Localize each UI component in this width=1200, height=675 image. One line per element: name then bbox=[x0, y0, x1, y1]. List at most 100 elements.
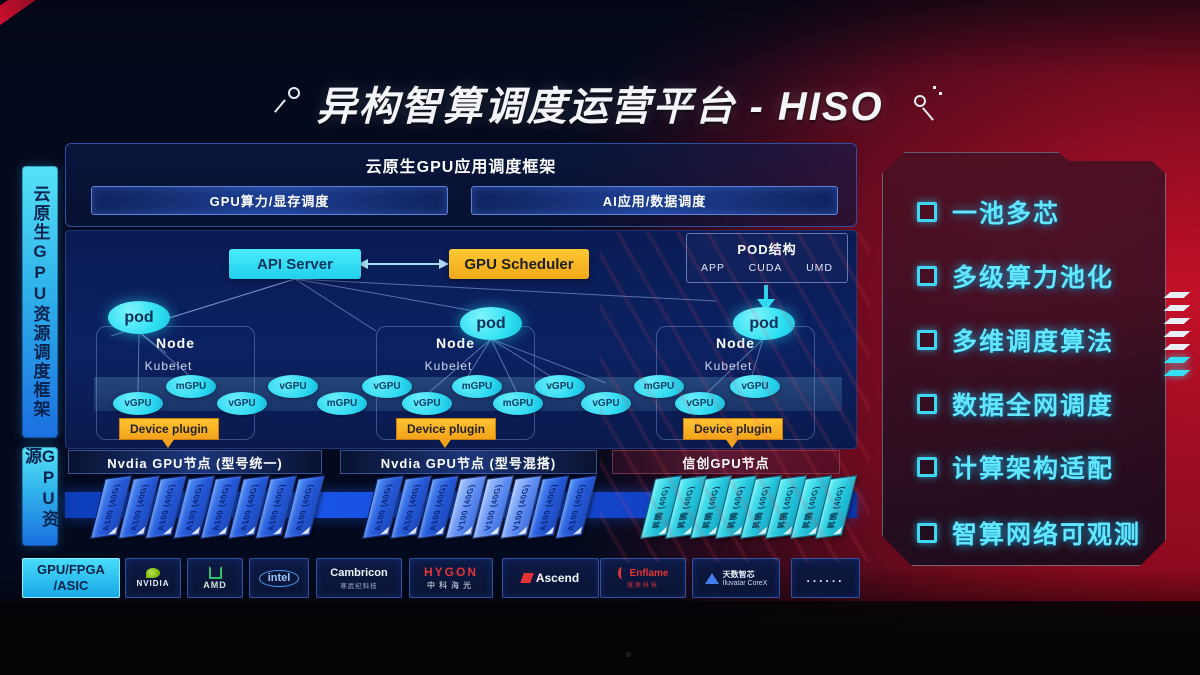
vgpu-ellipse-1: vGPU bbox=[113, 392, 163, 415]
feature-bullet-icon bbox=[917, 202, 937, 222]
vendor-tile-amd: AMD bbox=[187, 558, 243, 598]
vgpu-ellipse-6: vGPU bbox=[362, 375, 412, 398]
vendor-tile-dots: ...... bbox=[791, 558, 860, 598]
sidebar-label-cloud-native-gpu: 云原生GPU资源调度框架 bbox=[22, 166, 58, 438]
feature-item-5: 计算架构适配 bbox=[917, 452, 1114, 482]
vendor-tile-intel: intel bbox=[249, 558, 309, 598]
feature-item-4: 数据全网调度 bbox=[917, 389, 1114, 419]
scheduler-diagram-panel: API Server GPU Scheduler POD结构 APP CUDA … bbox=[65, 230, 857, 449]
vendor-tile-nvidia: NVIDIA bbox=[125, 558, 181, 598]
feature-item-text: 一池多芯 bbox=[952, 200, 1061, 228]
device-plugin-2-arrow-icon bbox=[438, 438, 452, 448]
pod-structure-item-cuda: CUDA bbox=[748, 262, 783, 274]
vendor-tile-iluvatar: 天数智芯 Iluvatar CoreX bbox=[692, 558, 780, 598]
mgpu-ellipse-5: mGPU bbox=[317, 392, 367, 415]
mgpu-ellipse-2: mGPU bbox=[166, 375, 216, 398]
enflame-logo-icon bbox=[617, 567, 626, 579]
vgpu-ellipse-14: vGPU bbox=[730, 375, 780, 398]
vgpu-ellipse-4: vGPU bbox=[268, 375, 318, 398]
enflame-logo-text: Enflame bbox=[629, 567, 669, 579]
gpu-fpga-label-line1: GPU/FPGA bbox=[37, 561, 105, 577]
gpu-node-header-uniform: Nvdia GPU节点 (型号统一) bbox=[68, 450, 322, 474]
pod-structure-item-umd: UMD bbox=[806, 262, 833, 274]
pod-ellipse-1: pod bbox=[108, 301, 170, 334]
hygon-sub-text: 中科海光 bbox=[427, 581, 475, 590]
nvidia-logo-icon bbox=[146, 568, 160, 578]
ascend-logo-row: Ascend bbox=[519, 571, 580, 585]
more-vendors-dots: ...... bbox=[806, 571, 845, 585]
feature-item-text: 多维调度算法 bbox=[952, 328, 1115, 356]
feature-item-text: 数据全网调度 bbox=[952, 392, 1115, 420]
device-plugin-3: Device plugin bbox=[683, 418, 783, 440]
amd-logo-icon bbox=[208, 566, 222, 579]
intel-logo-text: intel bbox=[258, 569, 300, 587]
bottom-black-strip bbox=[0, 601, 1200, 675]
cambricon-sub-text: 寒武纪科技 bbox=[340, 582, 378, 590]
kubelet-3-label: Kubelet bbox=[704, 359, 753, 373]
mgpu-ellipse-12: mGPU bbox=[634, 375, 684, 398]
feature-item-1: 一池多芯 bbox=[917, 197, 1060, 227]
gpu-compute-memory-scheduling-button: GPU算力/显存调度 bbox=[91, 186, 448, 215]
device-plugin-1: Device plugin bbox=[119, 418, 219, 440]
page-indicator-dot bbox=[626, 652, 631, 657]
iluvatar-text-col: 天数智芯 Iluvatar CoreX bbox=[723, 569, 768, 587]
iluvatar-logo-row: 天数智芯 Iluvatar CoreX bbox=[704, 569, 768, 587]
enflame-sub-text: 燧原科技 bbox=[626, 583, 659, 589]
feature-item-text: 智算网络可观测 bbox=[952, 521, 1142, 549]
gpu-fpga-asic-label: GPU/FPGA /ASIC bbox=[22, 558, 120, 598]
vgpu-ellipse-11: vGPU bbox=[581, 392, 631, 415]
sidebar-top-label-text: 云原生GPU资源调度框架 bbox=[30, 185, 50, 419]
iluvatar-logo-text: 天数智芯 bbox=[722, 570, 755, 579]
iluvatar-sub-text: Iluvatar CoreX bbox=[722, 580, 768, 587]
cloud-native-framework-panel: 云原生GPU应用调度框架 GPU算力/显存调度 AI应用/数据调度 bbox=[65, 143, 857, 227]
vendor-tile-hygon: HYGON 中科海光 bbox=[409, 558, 493, 598]
pod-structure-item-app: APP bbox=[701, 262, 726, 274]
feature-bullet-icon bbox=[917, 457, 937, 477]
vgpu-ellipse-10: vGPU bbox=[535, 375, 585, 398]
nvidia-logo-text: NVIDIA bbox=[136, 579, 170, 588]
mgpu-ellipse-9: mGPU bbox=[493, 392, 543, 415]
pod-ellipse-2: pod bbox=[460, 307, 522, 340]
pod-structure-title: POD结构 bbox=[737, 242, 797, 257]
node-3-label: Node bbox=[716, 335, 755, 351]
vendor-tile-ascend: Ascend bbox=[502, 558, 599, 598]
feature-panel: 一池多芯多级算力池化 多维调度算法 数据全网调度 计算架构适配 智算网络可观测 bbox=[882, 152, 1166, 566]
device-plugin-2: Device plugin bbox=[396, 418, 496, 440]
iluvatar-logo-icon bbox=[704, 572, 719, 584]
feature-item-text: 计算架构适配 bbox=[952, 455, 1115, 483]
api-server-node: API Server bbox=[229, 249, 361, 279]
feature-item-6: 智算网络可观测 bbox=[917, 518, 1141, 548]
feature-bullet-icon bbox=[917, 523, 937, 543]
enflame-logo-row: Enflame bbox=[617, 567, 669, 579]
node-2-label: Node bbox=[436, 335, 475, 351]
vgpu-ellipse-3: vGPU bbox=[217, 392, 267, 415]
hygon-logo-text: HYGON bbox=[423, 565, 478, 579]
kubelet-2-label: Kubelet bbox=[424, 359, 473, 373]
gpu-node-header-xinchuang: 信创GPU节点 bbox=[612, 450, 840, 474]
vendor-tile-cambricon: Cambricon 寒武纪科技 bbox=[316, 558, 402, 598]
feature-bullet-icon bbox=[917, 266, 937, 286]
sidebar-label-gpu-resources: GPU资源 bbox=[22, 447, 58, 546]
device-plugin-3-arrow-icon bbox=[725, 438, 739, 448]
slide-title-area: 异构智算调度运营平台 - HISO bbox=[0, 74, 1200, 132]
vgpu-ellipse-13: vGPU bbox=[675, 392, 725, 415]
sidebar-bottom-label-text: GPU资源 bbox=[22, 447, 58, 529]
gpu-node-header-mixed: Nvdia GPU节点 (型号混搭) bbox=[340, 450, 597, 474]
feature-item-3: 多维调度算法 bbox=[917, 325, 1114, 355]
vendor-tile-enflame: Enflame 燧原科技 bbox=[600, 558, 686, 598]
feature-item-text: 多级算力池化 bbox=[952, 264, 1115, 292]
device-plugin-1-arrow-icon bbox=[161, 438, 175, 448]
feature-item-2: 多级算力池化 bbox=[917, 261, 1114, 291]
feature-bullet-icon bbox=[917, 394, 937, 414]
framework-panel-title: 云原生GPU应用调度框架 bbox=[365, 159, 557, 176]
mgpu-ellipse-8: mGPU bbox=[452, 375, 502, 398]
ascend-logo-text: Ascend bbox=[535, 571, 580, 585]
pod-structure-box: POD结构 APP CUDA UMD bbox=[686, 233, 848, 283]
amd-logo-text: AMD bbox=[203, 580, 227, 590]
ascend-logo-icon bbox=[519, 573, 534, 583]
gpu-fpga-label-line2: /ASIC bbox=[53, 578, 89, 593]
page-title: 异构智算调度运营平台 - HISO bbox=[316, 85, 884, 129]
kubelet-1-label: Kubelet bbox=[144, 359, 193, 373]
vgpu-ellipse-7: vGPU bbox=[402, 392, 452, 415]
pod-ellipse-3: pod bbox=[733, 307, 795, 340]
